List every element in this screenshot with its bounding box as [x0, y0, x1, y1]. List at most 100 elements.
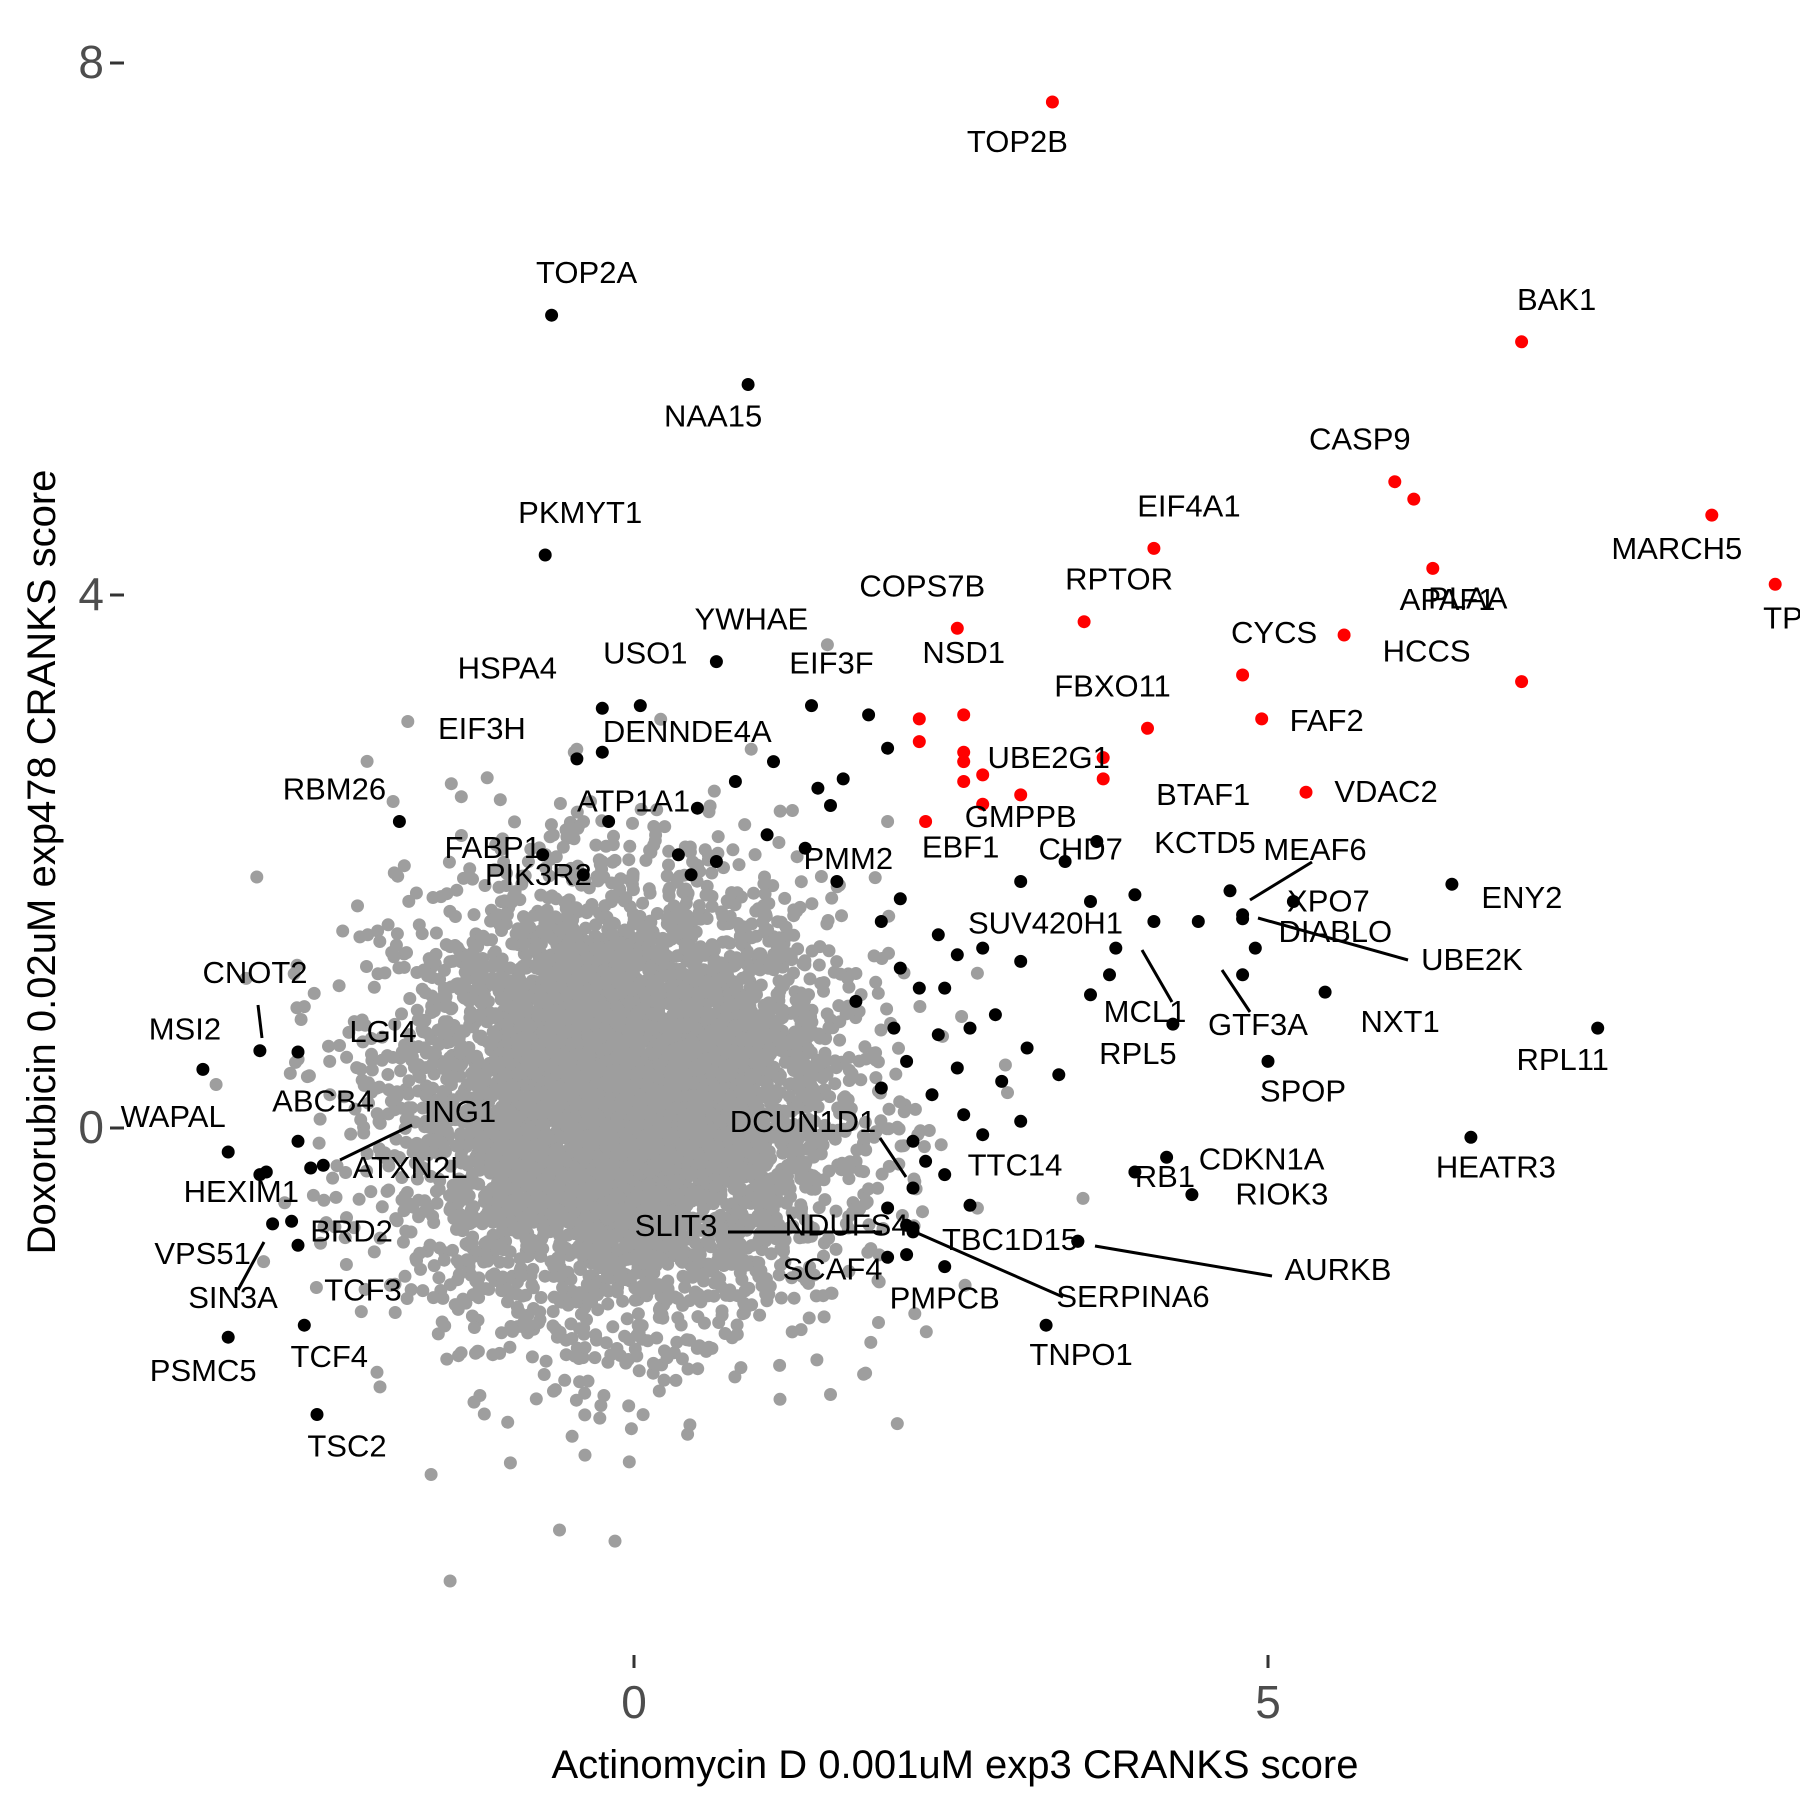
background-point — [646, 1356, 660, 1370]
background-point — [209, 1078, 223, 1091]
background-point — [810, 1353, 824, 1367]
background-point — [835, 909, 848, 923]
background-point — [416, 1284, 430, 1298]
background-point — [726, 843, 740, 857]
background-point — [463, 862, 477, 876]
background-point — [573, 1375, 587, 1389]
background-point — [414, 1262, 427, 1276]
background-point — [734, 1361, 748, 1375]
background-point — [404, 1283, 418, 1297]
background-point — [410, 1172, 424, 1186]
background-point — [707, 784, 721, 798]
background-point — [373, 935, 387, 948]
background-point — [397, 960, 411, 974]
background-point — [417, 1013, 430, 1027]
background-point — [381, 1107, 395, 1121]
background-point — [387, 866, 401, 880]
background-point — [650, 1331, 664, 1345]
background-point — [718, 1327, 732, 1340]
background-point — [703, 799, 717, 813]
background-point — [681, 1427, 695, 1441]
background-point — [738, 818, 752, 832]
background-point — [437, 1253, 451, 1267]
background-point — [385, 945, 399, 959]
background-point — [553, 1523, 566, 1537]
background-point — [732, 858, 746, 872]
background-point — [803, 972, 817, 986]
background-point — [658, 1344, 671, 1358]
background-point — [362, 1096, 375, 1110]
background-point — [880, 1002, 894, 1016]
background-point — [787, 1291, 801, 1305]
background-point — [395, 1171, 409, 1184]
background-point — [472, 1291, 486, 1305]
background-point — [538, 1269, 552, 1283]
background-point — [802, 1311, 816, 1325]
background-point — [745, 931, 759, 945]
background-point — [467, 908, 481, 922]
background-point — [632, 1364, 646, 1378]
background-point — [388, 1017, 402, 1031]
background-point — [454, 790, 468, 804]
background-point — [547, 1384, 560, 1398]
background-point — [448, 910, 462, 923]
background-point — [829, 1242, 843, 1256]
background-point — [601, 1297, 615, 1311]
background-point — [501, 1415, 515, 1429]
background-point — [694, 1295, 708, 1309]
background-point — [752, 1256, 766, 1270]
background-point — [427, 1259, 441, 1273]
background-point — [294, 1013, 308, 1026]
background-point — [397, 859, 411, 873]
background-point — [835, 1156, 849, 1170]
background-point — [553, 797, 567, 810]
background-point — [381, 918, 395, 932]
background-point — [494, 895, 508, 909]
background-point — [669, 1373, 683, 1387]
background-point — [508, 815, 521, 829]
background-point — [503, 1340, 517, 1354]
background-point — [382, 1083, 396, 1097]
background-point — [437, 981, 451, 995]
background-point — [955, 1010, 969, 1023]
background-point — [300, 1070, 314, 1084]
background-point — [401, 715, 415, 728]
background-point — [869, 1071, 883, 1085]
background-point — [628, 1342, 642, 1356]
background-point — [872, 1316, 885, 1329]
background-point — [817, 1310, 831, 1324]
background-point — [859, 1143, 873, 1157]
background-point — [570, 805, 584, 819]
background-point — [332, 979, 346, 993]
background-point — [626, 816, 639, 830]
background-point — [908, 1307, 922, 1321]
background-point — [714, 1280, 728, 1294]
background-point — [790, 904, 804, 918]
background-point — [290, 1001, 304, 1015]
background-point — [593, 1411, 607, 1425]
background-point — [916, 1205, 929, 1219]
background-point — [348, 1102, 362, 1116]
background-point — [622, 1455, 636, 1469]
background-point — [426, 891, 440, 904]
background-point — [642, 882, 656, 896]
background-point — [420, 1026, 433, 1040]
background-point — [705, 866, 719, 880]
background-point — [329, 1190, 343, 1204]
background-point — [357, 1126, 371, 1140]
background-point — [810, 1053, 824, 1067]
background-point — [450, 883, 464, 897]
background-point — [556, 840, 570, 854]
background-point — [429, 926, 443, 940]
background-point — [375, 1200, 389, 1214]
background-point — [687, 1259, 701, 1273]
background-point — [317, 1193, 331, 1207]
background-point — [413, 1070, 427, 1084]
background-point — [438, 1319, 452, 1333]
background-point — [624, 1422, 638, 1436]
background-point — [516, 1289, 530, 1303]
background-point — [589, 918, 603, 932]
background-point — [496, 1243, 510, 1257]
background-point — [875, 952, 889, 965]
background-point — [623, 839, 637, 853]
